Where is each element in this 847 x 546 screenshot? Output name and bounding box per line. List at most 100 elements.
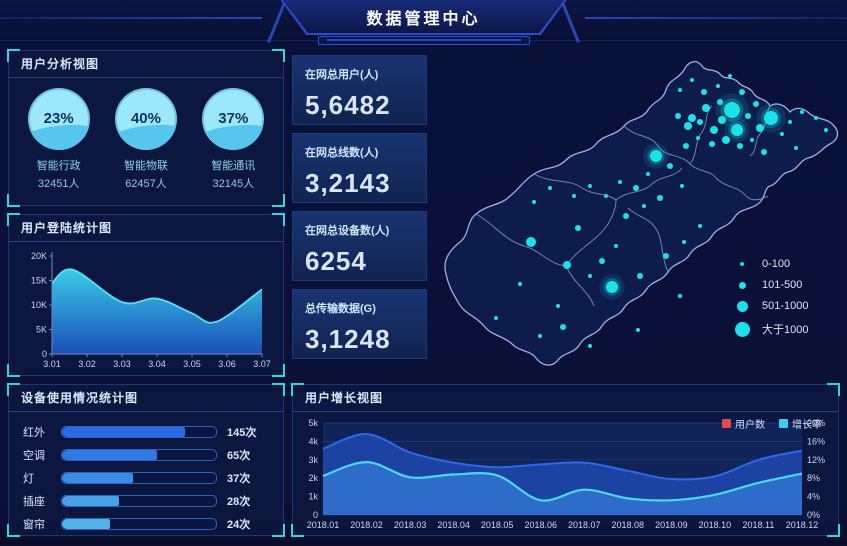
panel-device-usage: 设备使用情况统计图 红外 145次 空调 65次灯 37次 插座 28次 窗帘 24次 — [7, 383, 285, 537]
panel-title-user-analysis: 用户分析视图 — [21, 57, 100, 71]
gauge-count: 32451人 — [37, 178, 80, 190]
svg-text:16%: 16% — [807, 436, 825, 446]
svg-text:3.07: 3.07 — [253, 359, 271, 369]
panel-corner-bl — [7, 194, 20, 207]
gauge-circle: 23% — [27, 88, 90, 150]
map-legend-dot-icon — [736, 300, 748, 312]
device-bar-value: 24次 — [227, 518, 251, 531]
stat-card: 总传输数据(G) 3,1248 — [292, 289, 427, 359]
device-bar-row: 灯 37次 — [23, 466, 269, 489]
gauge-count: 32145人 — [212, 178, 255, 190]
panel-corner-bl — [7, 364, 20, 377]
province-map — [444, 60, 839, 366]
header-decor-line-right — [585, 17, 847, 19]
stat-value: 5,6482 — [305, 90, 391, 120]
map-legend-label: 501-1000 — [762, 300, 809, 312]
map-legend-label: 大于1000 — [762, 324, 809, 336]
device-bar-row: 空调 65次 — [23, 443, 269, 466]
device-bar-fill — [62, 449, 158, 460]
device-bar-label: 插座 — [23, 495, 45, 508]
device-bar-track — [61, 471, 217, 484]
svg-text:12%: 12% — [807, 455, 825, 465]
svg-text:5k: 5k — [308, 418, 318, 428]
panel-header: 用户登陆统计图 — [9, 215, 283, 242]
map-legend: 0-100 101-500 501-1000 大于1000 — [734, 258, 809, 337]
svg-text:2018.06: 2018.06 — [524, 520, 557, 530]
svg-text:2018.01: 2018.01 — [307, 520, 340, 530]
legend-item-用户数[interactable]: 用户数 — [722, 416, 765, 431]
gauge-circle: 37% — [202, 88, 265, 150]
map-legend-item[interactable]: 0-100 — [734, 258, 809, 270]
gauge-count: 62457人 — [125, 178, 167, 190]
svg-text:2k: 2k — [308, 473, 318, 483]
gauge-label: 智能行政 — [36, 160, 81, 172]
gauge-percent-value: 40% — [130, 110, 161, 127]
svg-text:3.06: 3.06 — [218, 359, 236, 369]
stat-card: 在网总线数(人) 3,2143 — [292, 133, 427, 203]
svg-text:2018.10: 2018.10 — [699, 520, 732, 530]
svg-text:8%: 8% — [807, 473, 820, 483]
panel-login-stats: 用户登陆统计图 0 5K 10K 15K 20K 3.01 3.02 3.03 3.04 3.05… — [7, 213, 285, 377]
device-bar-value: 37次 — [227, 472, 251, 485]
header-decor-slash-right — [559, 0, 580, 43]
device-bar-label: 窗帘 — [23, 518, 45, 531]
page-title: 数据管理中心 — [366, 10, 481, 28]
stat-label: 在网总设备数(人) — [305, 225, 390, 237]
map-legend-dot-box — [734, 300, 750, 312]
gauge-row: 23% 智能行政 32451人 40% 智能物联 62457人 37% 智能通讯 32145人 — [9, 78, 283, 191]
map-legend-item[interactable]: 501-1000 — [734, 300, 809, 312]
gauge-percent-value: 37% — [218, 110, 249, 127]
map-legend-dot-box — [734, 281, 750, 289]
svg-text:2018.11: 2018.11 — [743, 520, 775, 530]
panel-title-login-stats: 用户登陆统计图 — [21, 221, 113, 235]
gauge-circle: 40% — [114, 88, 177, 150]
stat-value: 6254 — [305, 246, 367, 276]
growth-chart-legend: 用户数 增长率 — [722, 416, 822, 431]
svg-text:3.02: 3.02 — [78, 359, 96, 369]
map-legend-dot-box — [734, 321, 750, 337]
stat-card: 在网总用户(人) 5,6482 — [292, 55, 427, 125]
svg-text:4%: 4% — [807, 492, 820, 502]
device-bar-row: 红外 145次 — [23, 420, 269, 443]
stat-value: 3,2143 — [305, 168, 391, 198]
growth-area-chart: 0 1k 2k 3k 4k 5k 0% 4% 8% 12% 16% 20% 2018.01 2018.02… — [307, 418, 825, 530]
svg-text:3.04: 3.04 — [148, 359, 166, 369]
stat-card: 在网总设备数(人) 6254 — [292, 211, 427, 281]
svg-text:2018.03: 2018.03 — [394, 520, 427, 530]
device-bar-label: 灯 — [23, 472, 34, 485]
stat-value: 3,1248 — [305, 324, 391, 354]
gauge-percent-value: 23% — [43, 110, 74, 127]
map-legend-item[interactable]: 大于1000 — [734, 321, 809, 337]
header-decor-line-left — [0, 17, 262, 19]
svg-text:5K: 5K — [36, 325, 47, 335]
svg-text:2018.08: 2018.08 — [612, 520, 645, 530]
svg-text:4k: 4k — [308, 436, 318, 446]
device-bar-row: 插座 28次 — [23, 489, 269, 512]
svg-text:20%: 20% — [807, 418, 825, 428]
map-legend-dot-icon — [740, 262, 744, 266]
legend-item-增长率[interactable]: 增长率 — [779, 416, 822, 431]
svg-text:20K: 20K — [31, 251, 47, 261]
liquid-gauge: 40% 智能物联 62457人 — [103, 88, 189, 191]
panel-corner-br — [272, 194, 285, 207]
device-usage-bars: 红外 145次 空调 65次灯 37次插座 28次窗帘 24次 — [9, 412, 283, 535]
svg-text:0: 0 — [313, 510, 318, 520]
header-decor-bracket — [317, 36, 530, 45]
svg-text:1k: 1k — [308, 492, 318, 502]
panel-title-user-growth: 用户增长视图 — [305, 391, 384, 405]
region-map: 0-100 101-500 501-1000 大于1000 — [430, 46, 845, 380]
legend-swatch-icon — [779, 419, 788, 428]
header-decor-slash-left — [267, 0, 288, 43]
stat-card-column: 在网总用户(人) 5,6482 在网总线数(人) 3,2143 在网总设备数(人) 625… — [292, 55, 427, 359]
map-legend-item[interactable]: 101-500 — [734, 279, 809, 291]
svg-text:2018.09: 2018.09 — [655, 520, 688, 530]
map-legend-label: 0-100 — [762, 258, 791, 270]
liquid-gauge: 23% 智能行政 32451人 — [15, 88, 101, 191]
panel-user-growth: 用户增长视图 用户数 增长率 0 1k 2k 3k 4k 5k 0% 4% 8% 12% 16% 20%… — [291, 383, 840, 537]
panel-header: 用户分析视图 — [9, 51, 283, 78]
device-bar-track — [61, 517, 217, 530]
svg-text:0: 0 — [42, 349, 47, 359]
legend-label: 用户数 — [735, 420, 765, 431]
device-bar-fill — [62, 472, 133, 483]
